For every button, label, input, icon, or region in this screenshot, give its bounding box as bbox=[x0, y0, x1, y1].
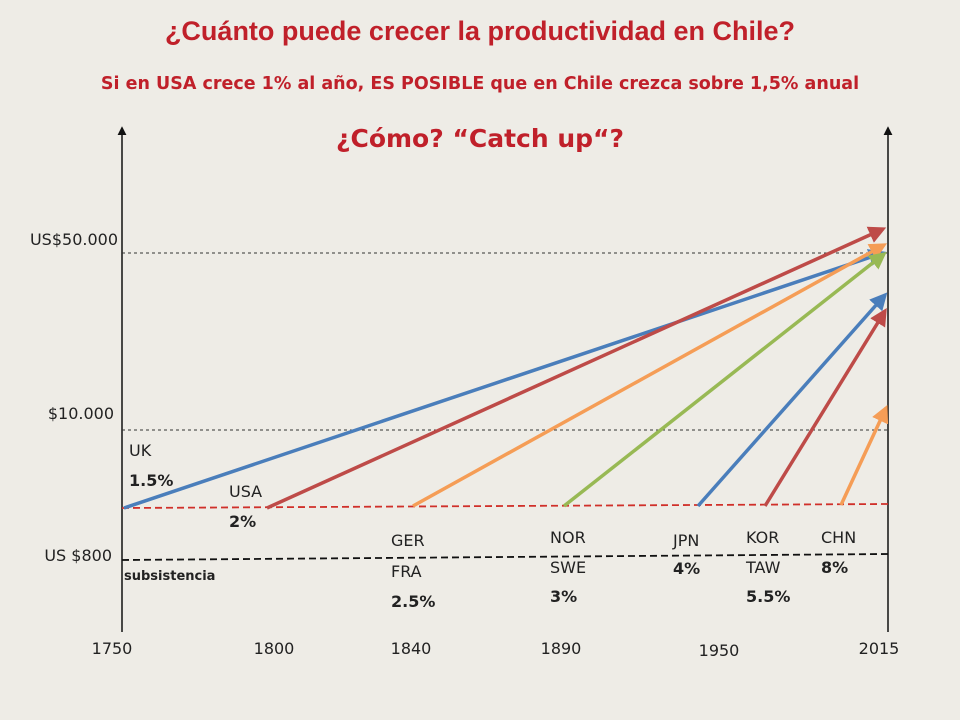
growth-arrow-chn bbox=[839, 404, 889, 506]
country-label-uk: UK bbox=[129, 441, 152, 460]
x-label-1800: 1800 bbox=[254, 639, 295, 658]
country-label-usa: USA bbox=[229, 482, 262, 501]
rate-label-kor-taw: 5.5% bbox=[746, 587, 790, 606]
country-label-swe: SWE bbox=[550, 558, 586, 577]
page-subtitle: Si en USA crece 1% al año, ES POSIBLE qu… bbox=[100, 74, 860, 94]
y-label-800: US $800 bbox=[44, 546, 112, 565]
country-label-ger: GER bbox=[391, 531, 425, 550]
rate-label-nor-swe: 3% bbox=[550, 587, 577, 606]
country-label-fra: FRA bbox=[391, 562, 422, 581]
rate-label-uk: 1.5% bbox=[129, 471, 173, 490]
country-label-nor: NOR bbox=[550, 528, 586, 547]
x-label-1840: 1840 bbox=[391, 639, 432, 658]
y-label-50000: US$50.000 bbox=[30, 230, 118, 249]
growth-arrow-uk bbox=[123, 249, 887, 510]
country-label-chn: CHN bbox=[821, 528, 856, 547]
rate-label-ger-fra: 2.5% bbox=[391, 592, 435, 611]
country-label-jpn: JPN bbox=[672, 531, 699, 550]
page-title: ¿Cuánto puede crecer la productividad en… bbox=[164, 16, 796, 46]
subsistence-line bbox=[121, 553, 889, 561]
y-label-10000: $10.000 bbox=[48, 404, 114, 423]
growth-arrow-usa bbox=[266, 226, 887, 510]
growth-arrow-kor-taw bbox=[763, 308, 887, 507]
rate-label-jpn: 4% bbox=[673, 559, 700, 578]
catch-up-question: ¿Cómo? “Catch up“? bbox=[335, 124, 624, 153]
rate-label-chn: 8% bbox=[821, 558, 848, 577]
growth-arrow-nor-swe bbox=[562, 251, 887, 508]
rate-label-usa: 2% bbox=[229, 512, 256, 531]
takeoff-line bbox=[121, 503, 889, 509]
subsistence-label: subsistencia bbox=[124, 569, 215, 584]
country-label-taw: TAW bbox=[745, 558, 781, 577]
x-label-1950: 1950 bbox=[699, 641, 740, 660]
x-label-1890: 1890 bbox=[541, 639, 582, 658]
x-label-1750: 1750 bbox=[92, 639, 133, 658]
country-label-kor: KOR bbox=[746, 528, 779, 547]
growth-arrow-jpn bbox=[696, 292, 888, 508]
growth-arrow-ger-fra bbox=[412, 243, 888, 508]
x-label-2015: 2015 bbox=[859, 639, 900, 658]
